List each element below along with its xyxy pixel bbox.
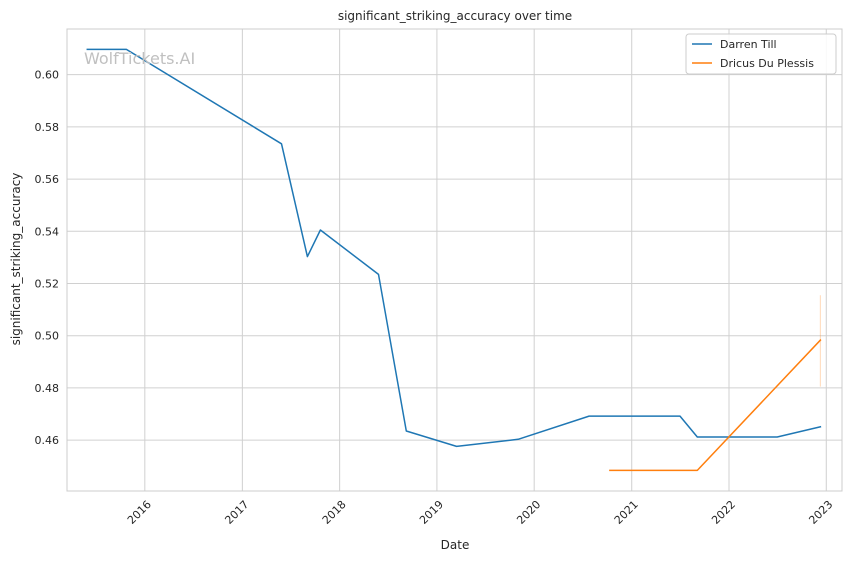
y-tick-label: 0.52 [35, 277, 60, 290]
series-line-1 [609, 339, 822, 472]
y-tick-label: 0.56 [35, 173, 60, 186]
chart-title: significant_striking_accuracy over time [338, 9, 572, 23]
y-tick-label: 0.50 [35, 330, 60, 343]
y-tick-label: 0.58 [35, 121, 60, 134]
legend-entry: Dricus Du Plessis [720, 57, 814, 70]
y-tick-label: 0.48 [35, 382, 60, 395]
y-tick-label: 0.54 [35, 225, 60, 238]
y-tick-label: 0.60 [35, 69, 60, 82]
y-tick-labels: 0.46 0.48 0.50 0.52 0.54 0.56 0.58 0.60 [35, 69, 60, 447]
plot-background [67, 29, 842, 491]
y-gridlines [67, 74, 842, 441]
y-axis-label: significant_striking_accuracy [9, 173, 23, 346]
y-tick-label: 0.46 [35, 434, 60, 447]
plot-frame [66, 28, 843, 492]
series-layer [86, 48, 822, 472]
series-line-0 [86, 48, 822, 448]
watermark-text: WolfTickets.AI [84, 49, 195, 68]
x-gridlines [144, 29, 827, 491]
legend-entry: Darren Till [720, 38, 777, 51]
legend: Darren Till Dricus Du Plessis [685, 33, 837, 75]
x-axis-label: Date [441, 538, 470, 552]
legend-box [685, 33, 837, 75]
